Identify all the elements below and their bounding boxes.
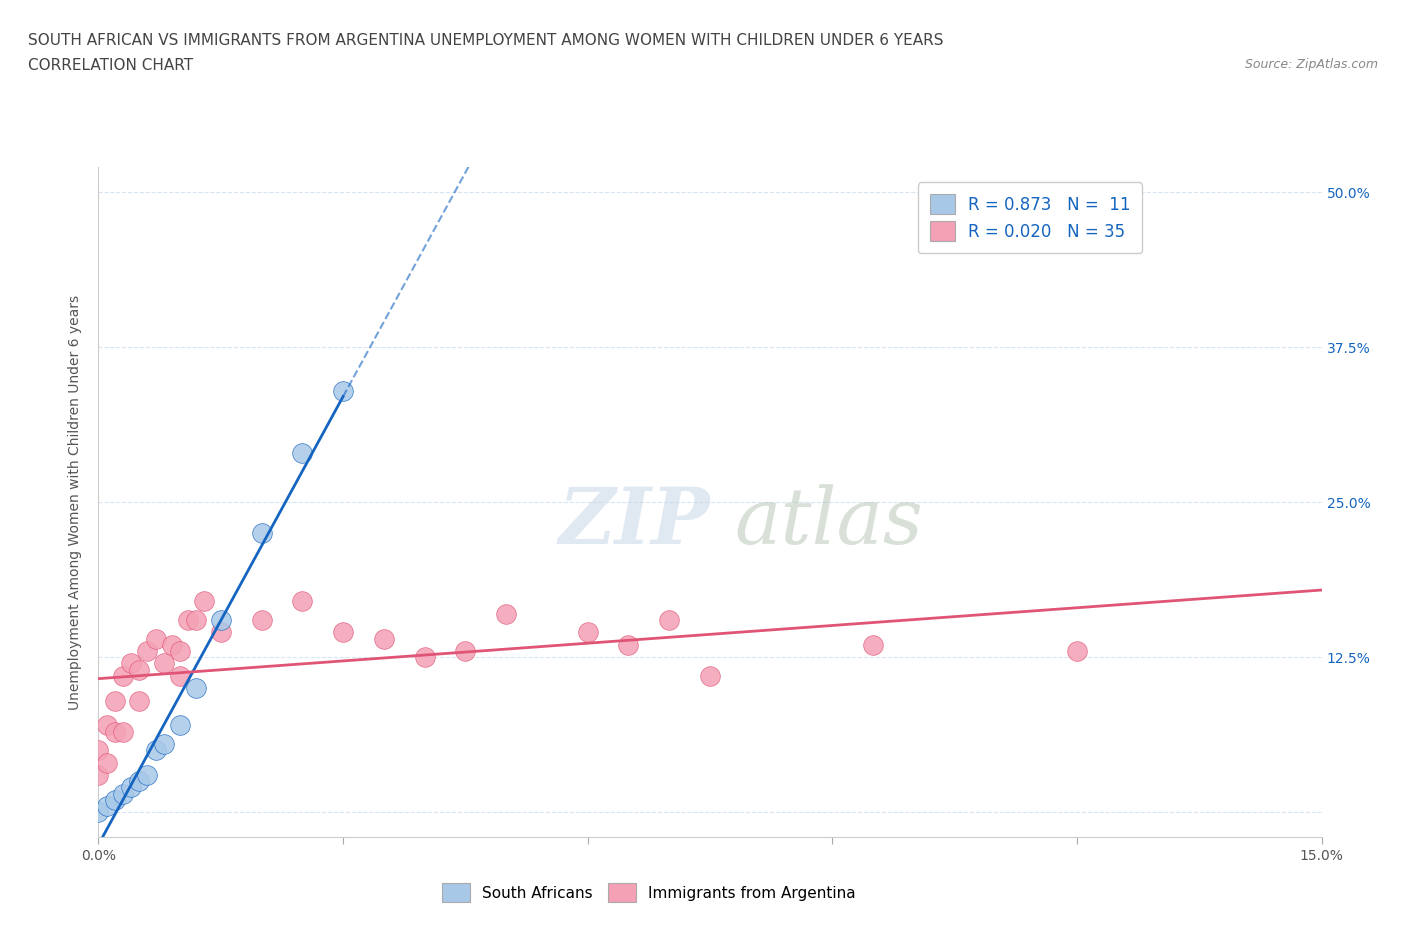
Point <box>145 631 167 646</box>
Point <box>169 669 191 684</box>
Point <box>617 637 640 652</box>
Point <box>186 613 208 628</box>
Point <box>120 780 142 795</box>
Point <box>454 644 477 658</box>
Point <box>128 774 150 789</box>
Point <box>699 669 721 684</box>
Point <box>193 594 215 609</box>
Point <box>332 625 354 640</box>
Point <box>96 718 118 733</box>
Point <box>169 644 191 658</box>
Point <box>128 693 150 708</box>
Point <box>332 383 354 398</box>
Point <box>111 786 134 801</box>
Point <box>87 804 110 819</box>
Point <box>862 637 884 652</box>
Point <box>128 662 150 677</box>
Point <box>186 681 208 696</box>
Point <box>658 613 681 628</box>
Text: SOUTH AFRICAN VS IMMIGRANTS FROM ARGENTINA UNEMPLOYMENT AMONG WOMEN WITH CHILDRE: SOUTH AFRICAN VS IMMIGRANTS FROM ARGENTI… <box>28 33 943 47</box>
Point <box>373 631 395 646</box>
Point <box>96 799 118 814</box>
Text: CORRELATION CHART: CORRELATION CHART <box>28 58 193 73</box>
Text: ZIP: ZIP <box>558 484 710 561</box>
Point <box>104 792 127 807</box>
Point <box>145 743 167 758</box>
Point <box>495 606 517 621</box>
Point <box>291 445 314 460</box>
Point <box>250 525 273 540</box>
Text: atlas: atlas <box>734 485 924 561</box>
Text: Source: ZipAtlas.com: Source: ZipAtlas.com <box>1244 58 1378 71</box>
Point <box>169 718 191 733</box>
Point <box>413 650 436 665</box>
Point <box>120 656 142 671</box>
Point <box>104 724 127 739</box>
Point <box>209 625 232 640</box>
Point <box>576 625 599 640</box>
Point <box>1066 644 1088 658</box>
Point <box>250 613 273 628</box>
Point <box>160 637 183 652</box>
Point <box>104 693 127 708</box>
Point <box>136 767 159 782</box>
Point <box>152 737 174 751</box>
Point <box>87 767 110 782</box>
Point <box>177 613 200 628</box>
Point <box>209 613 232 628</box>
Point <box>291 594 314 609</box>
Point <box>136 644 159 658</box>
Y-axis label: Unemployment Among Women with Children Under 6 years: Unemployment Among Women with Children U… <box>69 295 83 710</box>
Legend: South Africans, Immigrants from Argentina: South Africans, Immigrants from Argentin… <box>434 876 863 910</box>
Point <box>111 669 134 684</box>
Point <box>96 755 118 770</box>
Point <box>87 743 110 758</box>
Point <box>111 724 134 739</box>
Point <box>152 656 174 671</box>
